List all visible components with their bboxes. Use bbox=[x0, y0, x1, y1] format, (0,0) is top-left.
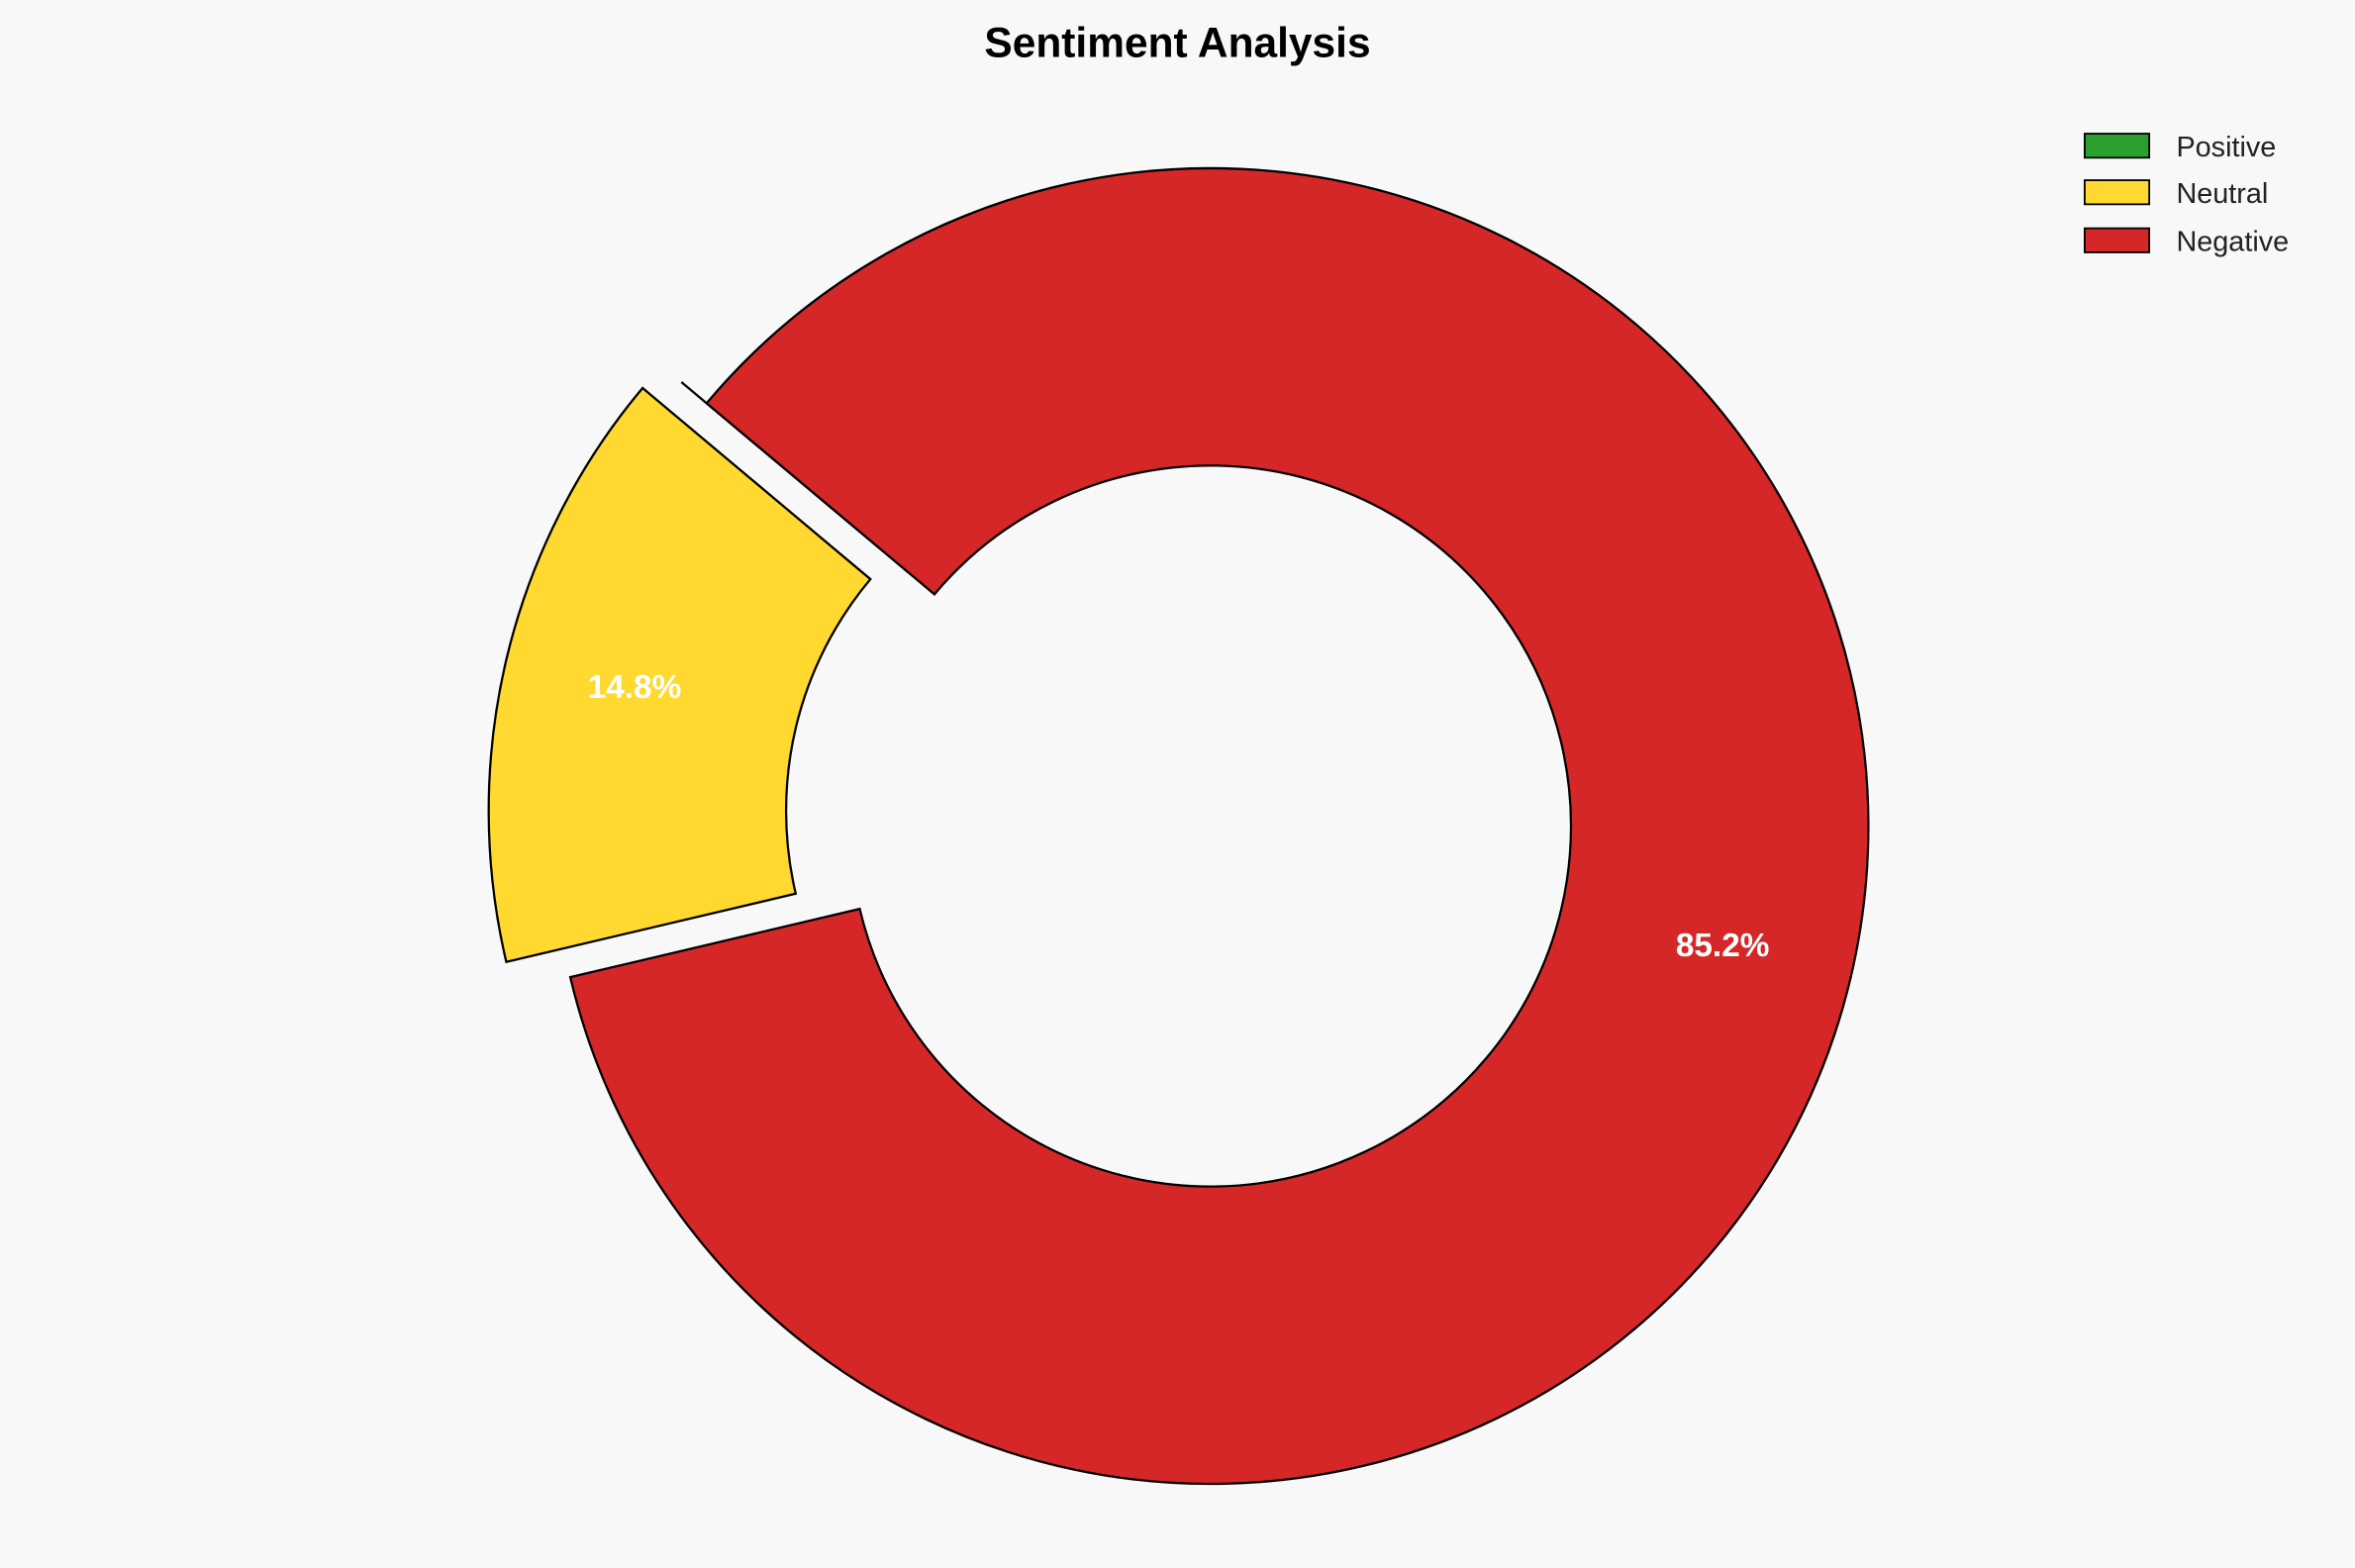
legend-label-positive: Positive bbox=[2176, 132, 2276, 163]
legend-item-negative: Negative bbox=[2083, 226, 2289, 257]
legend-item-positive: Positive bbox=[2083, 132, 2276, 163]
legend-label-neutral: Neutral bbox=[2176, 178, 2268, 210]
wedge-negative bbox=[568, 166, 1870, 1486]
legend-swatch-positive bbox=[2083, 133, 2151, 159]
legend-swatch-neutral bbox=[2083, 179, 2151, 206]
wedge-neutral bbox=[487, 386, 872, 964]
percent-labels: 14.8% 85.2% bbox=[588, 669, 1770, 964]
legend-item-neutral: Neutral bbox=[2083, 178, 2268, 210]
percent-label-neutral: 14.8% bbox=[588, 669, 682, 706]
chart-title: Sentiment Analysis bbox=[984, 21, 1370, 67]
legend: Positive Neutral Negative bbox=[2083, 132, 2289, 257]
legend-swatch-negative bbox=[2083, 227, 2151, 253]
donut-wedges bbox=[487, 166, 1870, 1486]
percent-label-negative: 85.2% bbox=[1676, 928, 1770, 964]
legend-label-negative: Negative bbox=[2176, 226, 2289, 257]
